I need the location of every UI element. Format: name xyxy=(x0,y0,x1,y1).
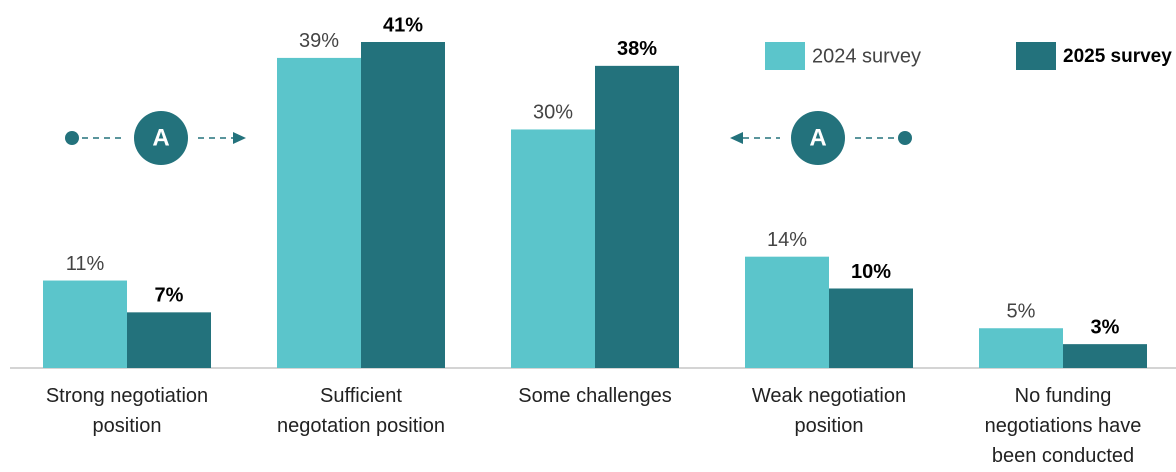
legend-swatch xyxy=(1016,42,1056,70)
bar xyxy=(361,42,445,368)
data-label: 5% xyxy=(1007,301,1036,323)
data-label: 38% xyxy=(617,38,657,60)
x-tick-label: Some challenges xyxy=(518,385,671,407)
annotation-label: A xyxy=(152,124,169,151)
data-label: 39% xyxy=(299,30,339,52)
legend-label: 2024 survey xyxy=(812,45,921,67)
annotation-right: A xyxy=(730,111,912,165)
data-label: 41% xyxy=(383,14,423,36)
annotation-label: A xyxy=(809,124,826,151)
x-tick-label: No funding negotiations have been conducte… xyxy=(985,385,1142,467)
bar xyxy=(745,256,829,368)
bar xyxy=(1063,344,1147,368)
x-tick-label: Sufficient negotation position xyxy=(277,385,445,437)
data-label: 3% xyxy=(1091,316,1120,338)
data-label: 10% xyxy=(851,261,891,283)
data-label: 11% xyxy=(66,253,105,275)
data-label: 30% xyxy=(533,102,573,124)
bar xyxy=(595,65,679,368)
data-label: 14% xyxy=(767,229,807,251)
annotation-left: A xyxy=(65,111,246,165)
bar xyxy=(829,288,913,368)
bar xyxy=(277,57,361,369)
legend-label: 2025 survey xyxy=(1063,46,1172,67)
x-tick-label: Weak negotiation position xyxy=(752,385,906,437)
x-tick-label: Strong negotiation position xyxy=(46,385,208,437)
bar xyxy=(127,312,211,368)
bar xyxy=(511,129,595,368)
bar xyxy=(979,328,1063,368)
data-label: 7% xyxy=(155,285,184,307)
legend-swatch xyxy=(765,42,805,70)
bar xyxy=(43,280,127,368)
